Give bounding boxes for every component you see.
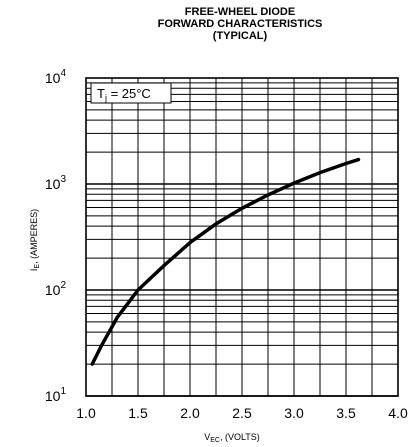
chart-title-line-2: FORWARD CHARACTERISTICS — [157, 18, 323, 30]
x-tick-label: 1.5 — [128, 405, 148, 421]
x-tick-label: 1.0 — [76, 405, 96, 421]
x-tick-labels: 1.0 1.5 2.0 2.5 3.0 3.5 4.0 — [76, 405, 408, 421]
y-tick-label: 101 — [45, 386, 67, 404]
annotation-box — [90, 82, 172, 104]
y-tick-label: 102 — [45, 280, 67, 298]
x-tick-label: 3.5 — [336, 405, 356, 421]
plot-frame — [85, 77, 399, 397]
chart-title-line-3: (TYPICAL) — [212, 30, 268, 42]
x-axis-label: VEC, (VOLTS) — [204, 432, 260, 444]
x-tick-label: 2.0 — [180, 405, 200, 421]
x-tick-label: 3.0 — [284, 405, 304, 421]
x-tick-label: 4.0 — [388, 405, 408, 421]
x-tick-label: 2.5 — [232, 405, 252, 421]
y-tick-label: 104 — [45, 68, 67, 86]
y-tick-label: 103 — [45, 174, 67, 192]
grid-layer — [85, 77, 399, 397]
y-axis-label: IE, (AMPERES) — [29, 209, 41, 271]
chart-title-line-1: FREE-WHEEL DIODE — [184, 6, 296, 18]
junction-temperature-annotation: Tj = 25°C — [97, 86, 151, 103]
series-line-forward-characteristic — [90, 157, 361, 366]
y-tick-labels: 101 102 103 104 — [45, 68, 67, 404]
